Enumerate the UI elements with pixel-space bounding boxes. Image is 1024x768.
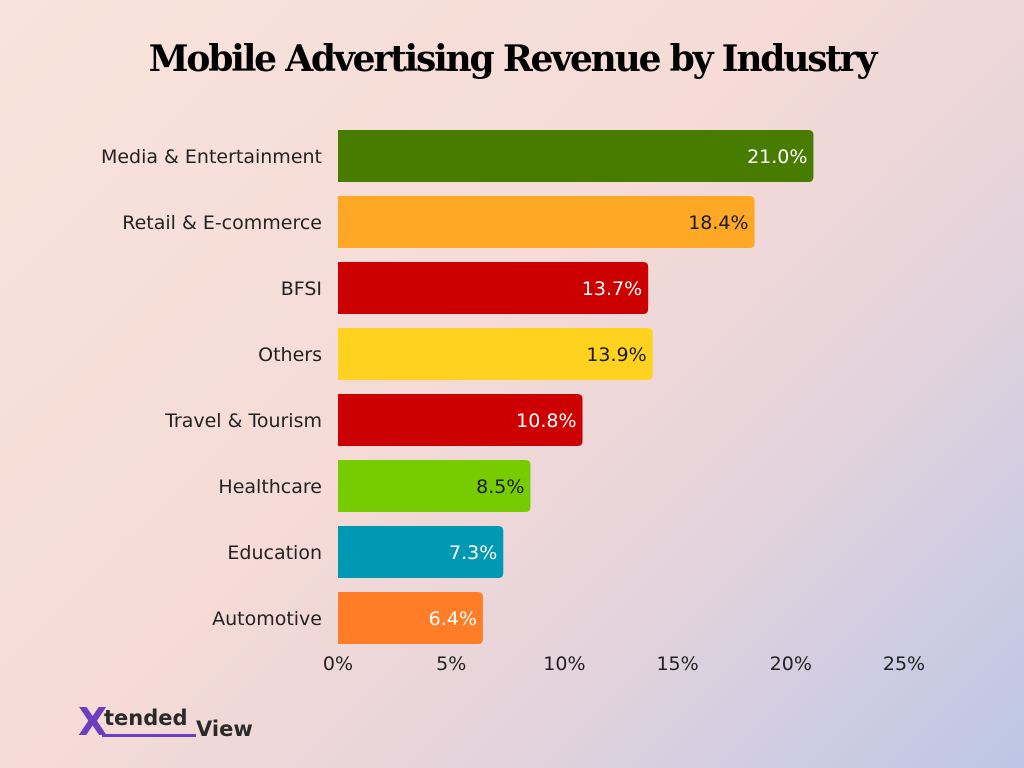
logo-underline xyxy=(102,734,196,737)
category-label: Retail & E-commerce xyxy=(122,212,322,234)
data-label: 13.9% xyxy=(586,344,646,366)
data-label: 6.4% xyxy=(429,608,477,630)
category-label: BFSI xyxy=(281,278,322,300)
bar xyxy=(338,328,653,380)
bar-chart: Media & Entertainment 21.0% Retail & E-com… xyxy=(101,130,925,675)
data-label: 7.3% xyxy=(449,542,497,564)
xtendedview-logo: X tended View xyxy=(78,702,278,748)
data-label: 10.8% xyxy=(516,410,576,432)
category-label: Automotive xyxy=(212,608,322,630)
x-tick-label: 10% xyxy=(543,653,585,675)
data-label: 18.4% xyxy=(688,212,748,234)
data-label: 21.0% xyxy=(747,146,807,168)
category-label: Others xyxy=(258,344,322,366)
logo-text-tended: tended xyxy=(104,706,188,730)
category-label: Healthcare xyxy=(218,476,322,498)
category-label: Travel & Tourism xyxy=(164,410,322,432)
x-tick-label: 5% xyxy=(436,653,466,675)
x-tick-label: 25% xyxy=(883,653,925,675)
x-tick-label: 20% xyxy=(770,653,812,675)
bar xyxy=(338,526,504,578)
data-label: 13.7% xyxy=(582,278,642,300)
category-label: Education xyxy=(227,542,322,564)
bar xyxy=(338,460,531,512)
data-label: 8.5% xyxy=(476,476,524,498)
logo-text-view: View xyxy=(196,717,253,741)
bar xyxy=(338,196,755,248)
bar xyxy=(338,262,649,314)
chart-title: Mobile Advertising Revenue by Industry xyxy=(148,38,878,80)
x-tick-label: 15% xyxy=(656,653,698,675)
bar xyxy=(338,130,814,182)
category-label: Media & Entertainment xyxy=(101,146,322,168)
bar xyxy=(338,394,583,446)
bar xyxy=(338,592,483,644)
x-tick-label: 0% xyxy=(323,653,353,675)
